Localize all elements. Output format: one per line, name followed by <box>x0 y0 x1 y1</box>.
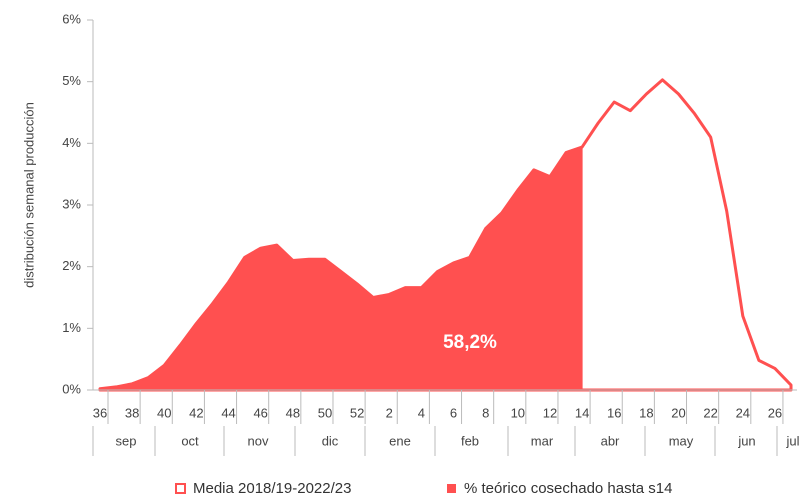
month-label: sep <box>116 433 137 448</box>
x-tick-label: 10 <box>511 405 525 420</box>
x-tick-label: 24 <box>736 405 750 420</box>
x-tick-label: 50 <box>318 405 332 420</box>
y-tick-label: 2% <box>62 258 81 273</box>
x-tick-label: 52 <box>350 405 364 420</box>
x-tick-label: 12 <box>543 405 557 420</box>
month-label: feb <box>461 433 479 448</box>
month-label: jul <box>785 433 799 448</box>
x-tick-label: 6 <box>450 405 457 420</box>
y-tick-label: 5% <box>62 73 81 88</box>
legend-label: Media 2018/19-2022/23 <box>193 480 351 497</box>
legend-swatch <box>447 484 456 493</box>
x-tick-label: 20 <box>671 405 685 420</box>
x-tick-label: 4 <box>418 405 425 420</box>
x-tick-label: 22 <box>703 405 717 420</box>
x-tick-label: 38 <box>125 405 139 420</box>
month-label: dic <box>322 433 339 448</box>
x-tick-label: 2 <box>386 405 393 420</box>
y-tick-label: 3% <box>62 196 81 211</box>
x-tick-label: 14 <box>575 405 589 420</box>
x-tick-label: 42 <box>189 405 203 420</box>
x-tick-label: 40 <box>157 405 171 420</box>
month-label: may <box>669 433 694 448</box>
area <box>99 146 583 391</box>
month-label: mar <box>531 433 554 448</box>
annotation: 58,2% <box>443 332 497 353</box>
legend-swatch <box>175 483 186 494</box>
x-tick-label: 26 <box>768 405 782 420</box>
x-tick-label: 16 <box>607 405 621 420</box>
legend-label: % teórico cosechado hasta s14 <box>464 480 672 497</box>
month-label: oct <box>181 433 199 448</box>
y-axis-label: distribución semanal producción <box>21 102 36 288</box>
y-tick-label: 1% <box>62 320 81 335</box>
month-label: abr <box>601 433 620 448</box>
y-tick-label: 4% <box>62 135 81 150</box>
x-tick-label: 44 <box>221 405 235 420</box>
y-tick-label: 6% <box>62 11 81 26</box>
x-tick-label: 36 <box>93 405 107 420</box>
month-label: nov <box>248 433 269 448</box>
month-label: jun <box>737 433 755 448</box>
x-tick-label: 8 <box>482 405 489 420</box>
x-tick-label: 48 <box>286 405 300 420</box>
x-tick-label: 46 <box>253 405 267 420</box>
x-tick-label: 18 <box>639 405 653 420</box>
month-label: ene <box>389 433 411 448</box>
y-tick-label: 0% <box>62 381 81 396</box>
